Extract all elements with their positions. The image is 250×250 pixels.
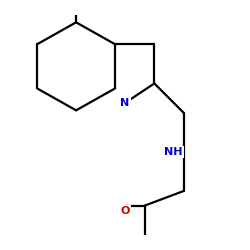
Text: NH: NH: [164, 147, 182, 157]
Text: O: O: [120, 206, 130, 216]
Text: N: N: [120, 98, 130, 108]
